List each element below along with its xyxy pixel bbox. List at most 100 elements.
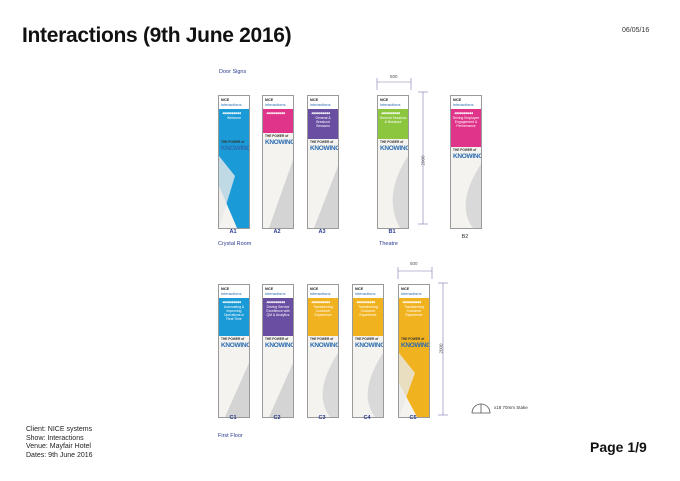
banner-text: Transforming Customer Experience <box>358 305 378 317</box>
logo-bottom: KNOWING <box>453 152 482 160</box>
brand-subtitle: interactions <box>380 102 401 107</box>
arrows-icon: ◀◀◀◀◀◀◀◀◀ <box>454 111 473 115</box>
banner-artwork <box>392 156 408 228</box>
banner-a3: NICE interactions ◀◀◀◀◀◀◀◀◀ General & Br… <box>307 95 339 229</box>
logo-bottom: KNOWING <box>310 144 339 152</box>
banner-color-band: ◀◀◀◀◀◀◀◀◀ Welcome <box>219 109 249 139</box>
arrows-icon: ◀◀◀◀◀◀◀◀◀ <box>381 111 400 115</box>
brand-name: NICE <box>401 287 410 291</box>
power-of-knowing-logo: THE POWER of KNOWING <box>310 337 339 349</box>
power-of-knowing-logo: THE POWER of KNOWING <box>221 140 250 152</box>
banner-a2: NICE interactions ◀◀◀◀◀◀◀◀◀ THE POWER of… <box>262 95 294 229</box>
power-of-knowing-logo: THE POWER of KNOWING <box>310 140 339 152</box>
banner-text: Transforming Customer Experience <box>404 305 424 317</box>
logo-top: THE POWER of <box>265 134 289 138</box>
banner-header: NICE interactions <box>263 285 293 298</box>
banner-color-band: ◀◀◀◀◀◀◀◀◀ Transforming Customer Experien… <box>308 298 338 336</box>
banner-header: NICE interactions <box>378 96 408 109</box>
logo-bottom: KNOWING <box>355 341 384 349</box>
brand-name: NICE <box>221 287 230 291</box>
logo-top: THE POWER of <box>221 337 245 341</box>
venue-line: Venue: Mayfair Hotel <box>26 443 91 451</box>
arrows-icon: ◀◀◀◀◀◀◀◀◀ <box>311 111 330 115</box>
logo-top: THE POWER of <box>310 140 334 144</box>
arrows-icon: ◀◀◀◀◀◀◀◀◀ <box>266 300 285 304</box>
logo-bottom: KNOWING <box>380 144 409 152</box>
logo-top: THE POWER of <box>380 140 404 144</box>
banner-label-b2: B2 <box>461 234 469 240</box>
banner-label-c5: C5 <box>409 415 417 421</box>
banner-color-band: ◀◀◀◀◀◀◀◀◀ Driving Service Excellence wit… <box>263 298 293 336</box>
banner-header: NICE interactions <box>219 96 249 109</box>
logo-bottom: KNOWING <box>265 341 294 349</box>
banner-artwork <box>399 336 429 417</box>
client-line: Client: NICE systems <box>26 426 93 433</box>
logo-bottom: KNOWING <box>401 341 430 349</box>
power-of-knowing-logo: THE POWER of KNOWING <box>265 134 294 146</box>
arrows-icon: ◀◀◀◀◀◀◀◀◀ <box>311 300 330 304</box>
banner-text: Driving Employee Engagement & Performanc… <box>452 116 480 128</box>
logo-top: THE POWER of <box>453 148 477 152</box>
arrows-icon: ◀◀◀◀◀◀◀◀◀ <box>356 300 375 304</box>
brand-subtitle: interactions <box>221 102 242 107</box>
brand-name: NICE <box>310 287 319 291</box>
power-of-knowing-logo: THE POWER of KNOWING <box>380 140 409 152</box>
banner-artwork <box>269 160 293 228</box>
brand-subtitle: interactions <box>453 102 474 107</box>
brand-subtitle: interactions <box>310 291 331 296</box>
logo-bottom: KNOWING <box>221 144 250 152</box>
logo-top: THE POWER of <box>401 337 425 341</box>
banner-c3: NICE interactions ◀◀◀◀◀◀◀◀◀ Transforming… <box>307 284 339 418</box>
logo-bottom: KNOWING <box>265 138 294 146</box>
page-number: Page 1/9 <box>590 439 647 455</box>
arrows-icon: ◀◀◀◀◀◀◀◀◀ <box>222 300 241 304</box>
brand-name: NICE <box>310 98 319 102</box>
brand-name: NICE <box>453 98 462 102</box>
banner-artwork <box>322 353 338 417</box>
banner-text: Transforming Customer Experience <box>313 305 333 317</box>
show-line: Show: Interactions <box>26 434 84 442</box>
document-date: 06/05/16 <box>622 27 650 34</box>
brand-name: NICE <box>221 98 230 102</box>
banner-color-band: ◀◀◀◀◀◀◀◀◀ Driving Employee Engagement & … <box>451 109 481 147</box>
logo-top: THE POWER of <box>310 337 334 341</box>
banner-label-c3: C3 <box>318 415 326 421</box>
banner-artwork <box>367 353 383 417</box>
banner-text: Driving Service Excellence with QM & Ana… <box>266 305 290 317</box>
page-title: Interactions (9th June 2016) <box>22 24 292 47</box>
dimension-lines-bottom <box>397 267 448 416</box>
brand-subtitle: interactions <box>310 102 331 107</box>
banner-label-a3: A3 <box>318 229 326 235</box>
arrows-icon: ◀◀◀◀◀◀◀◀◀ <box>266 111 285 115</box>
logo-bottom: KNOWING <box>221 341 250 349</box>
banner-text: General Sessions & Breakout <box>379 116 407 124</box>
banner-color-band: ◀◀◀◀◀◀◀◀◀ Transforming Customer Experien… <box>353 298 383 336</box>
banner-b1: NICE interactions ◀◀◀◀◀◀◀◀◀ General Sess… <box>377 95 409 229</box>
logo-bottom: KNOWING <box>310 341 339 349</box>
power-of-knowing-logo: THE POWER of KNOWING <box>401 337 430 349</box>
brand-name: NICE <box>380 98 389 102</box>
logo-top: THE POWER of <box>355 337 379 341</box>
brand-name: NICE <box>265 98 274 102</box>
arrows-icon: ◀◀◀◀◀◀◀◀◀ <box>402 300 421 304</box>
power-of-knowing-logo: THE POWER of KNOWING <box>355 337 384 349</box>
logo-top: THE POWER of <box>265 337 289 341</box>
banner-label-c2: C2 <box>273 415 281 421</box>
width-dimension-top: 500 <box>390 74 398 79</box>
banner-header: NICE interactions <box>399 285 429 298</box>
banner-artwork <box>465 164 481 228</box>
banner-label-a1: A1 <box>229 229 237 235</box>
section-theatre: Theatre <box>379 241 398 247</box>
banner-color-band: ◀◀◀◀◀◀◀◀◀ General & Breakout Sessions <box>308 109 338 139</box>
banner-c4: NICE interactions ◀◀◀◀◀◀◀◀◀ Transforming… <box>352 284 384 418</box>
banner-color-band: ◀◀◀◀◀◀◀◀◀ General Sessions & Breakout <box>378 109 408 139</box>
height-dimension-bottom: 2000 <box>438 343 444 354</box>
banner-label-c1: C1 <box>229 415 237 421</box>
banner-header: NICE interactions <box>308 285 338 298</box>
logo-top: THE POWER of <box>221 140 245 144</box>
banner-a1: NICE interactions ◀◀◀◀◀◀◀◀◀ Welcome THE … <box>218 95 250 229</box>
brand-subtitle: interactions <box>355 291 376 296</box>
banner-label-c4: C4 <box>363 415 371 421</box>
dimension-lines-top <box>376 78 428 225</box>
width-dimension-bottom: 500 <box>410 261 418 266</box>
